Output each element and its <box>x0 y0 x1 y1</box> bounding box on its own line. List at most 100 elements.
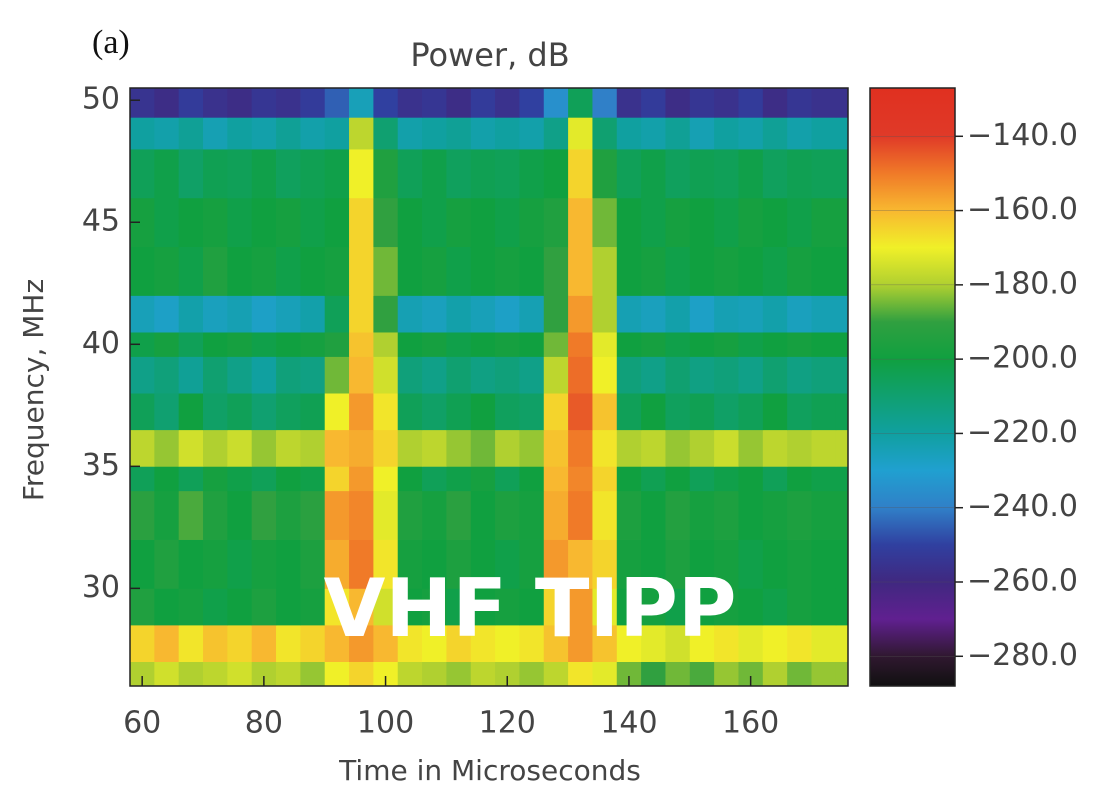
heatmap-cell <box>130 88 155 118</box>
panel-label: (a) <box>92 24 130 61</box>
heatmap-cell <box>154 588 180 626</box>
heatmap-cell <box>714 117 739 150</box>
colorbar-tick-label: −160.0 <box>967 192 1078 227</box>
heatmap-cell <box>543 393 569 431</box>
heatmap-cell <box>738 295 764 333</box>
heatmap-cell <box>227 117 253 150</box>
heatmap-cell <box>568 466 593 492</box>
heatmap-cell <box>178 393 204 431</box>
heatmap-cell <box>251 429 277 467</box>
heatmap-cell <box>446 332 472 357</box>
heatmap-cell <box>397 149 423 199</box>
heatmap-cell <box>592 539 618 589</box>
heatmap-cell <box>592 295 618 333</box>
heatmap-cell <box>446 393 472 431</box>
heatmap-cell <box>665 588 691 626</box>
heatmap-cell <box>422 539 447 589</box>
heatmap-cell <box>178 539 204 589</box>
heatmap-cell <box>568 117 593 150</box>
heatmap-cell <box>324 466 350 492</box>
heatmap-cell <box>714 149 739 199</box>
heatmap-cell <box>714 624 739 662</box>
heatmap-cell <box>641 332 666 357</box>
heatmap-cell <box>592 356 618 394</box>
heatmap-cell <box>592 624 618 662</box>
heatmap-cell <box>203 88 228 118</box>
heatmap-cell <box>397 429 423 467</box>
heatmap-cell <box>665 149 691 199</box>
heatmap-cell <box>154 466 180 492</box>
heatmap-cell <box>130 356 155 394</box>
heatmap-cell <box>689 117 715 150</box>
heatmap-cell <box>495 466 520 492</box>
heatmap-cell <box>519 393 545 431</box>
heatmap-cell <box>276 149 301 199</box>
heatmap-cell <box>203 197 228 248</box>
x-axis-label: Time in Microseconds <box>338 754 641 787</box>
heatmap-cell <box>787 149 812 199</box>
heatmap-cell <box>203 539 228 589</box>
heatmap-cell <box>373 466 399 492</box>
heatmap-cell <box>519 149 545 199</box>
heatmap-cell <box>787 88 812 118</box>
heatmap-cell <box>178 661 204 687</box>
heatmap-cell <box>835 356 849 394</box>
heatmap-cell <box>762 197 788 248</box>
heatmap-cell <box>349 429 374 467</box>
heatmap-cell <box>495 539 520 589</box>
heatmap-cell <box>616 117 642 150</box>
heatmap-cell <box>276 624 301 662</box>
heatmap-cell <box>495 117 520 150</box>
heatmap-cell <box>616 197 642 248</box>
heatmap-cell <box>324 661 350 687</box>
heatmap-cell <box>227 624 253 662</box>
heatmap-cell <box>665 295 691 333</box>
heatmap-cell <box>373 88 399 118</box>
heatmap-cell <box>178 117 204 150</box>
heatmap-cell <box>178 466 204 492</box>
heatmap-cell <box>227 661 253 687</box>
heatmap-cell <box>470 490 496 540</box>
heatmap-cell <box>835 539 849 589</box>
heatmap-cell <box>641 88 666 118</box>
heatmap-cell <box>811 624 837 662</box>
heatmap-cell <box>203 624 228 662</box>
heatmap-cell <box>616 149 642 199</box>
colorbar <box>869 87 956 687</box>
heatmap-cell <box>422 88 447 118</box>
heatmap-cell <box>300 393 326 431</box>
heatmap-cell <box>397 661 423 687</box>
heatmap-cell <box>641 466 666 492</box>
heatmap-cell <box>835 246 849 296</box>
heatmap-cell <box>665 466 691 492</box>
heatmap-cell <box>811 88 837 118</box>
heatmap-cell <box>300 539 326 589</box>
heatmap-cell <box>495 490 520 540</box>
heatmap-cell <box>373 246 399 296</box>
heatmap-cell <box>251 197 277 248</box>
heatmap-cell <box>787 588 812 626</box>
heatmap-cell <box>641 490 666 540</box>
colorbar-tick-label: −200.0 <box>967 341 1078 376</box>
heatmap-cell <box>592 466 618 492</box>
heatmap-cell <box>470 117 496 150</box>
heatmap-cell <box>154 117 180 150</box>
heatmap-cell <box>349 246 374 296</box>
heatmap-cell <box>811 197 837 248</box>
heatmap-cell <box>203 393 228 431</box>
heatmap-cell <box>349 588 374 626</box>
chart-title: Power, dB <box>410 36 569 74</box>
heatmap-cell <box>251 588 277 626</box>
heatmap-cell <box>349 466 374 492</box>
heatmap-cell <box>811 117 837 150</box>
heatmap-cell <box>714 393 739 431</box>
heatmap-cell <box>592 332 618 357</box>
heatmap-cell <box>665 393 691 431</box>
heatmap-cell <box>519 117 545 150</box>
heatmap-cell <box>811 661 837 687</box>
heatmap-cell <box>787 295 812 333</box>
heatmap-cell <box>422 197 447 248</box>
heatmap-cell <box>592 197 618 248</box>
heatmap <box>130 88 849 687</box>
heatmap-cell <box>592 246 618 296</box>
